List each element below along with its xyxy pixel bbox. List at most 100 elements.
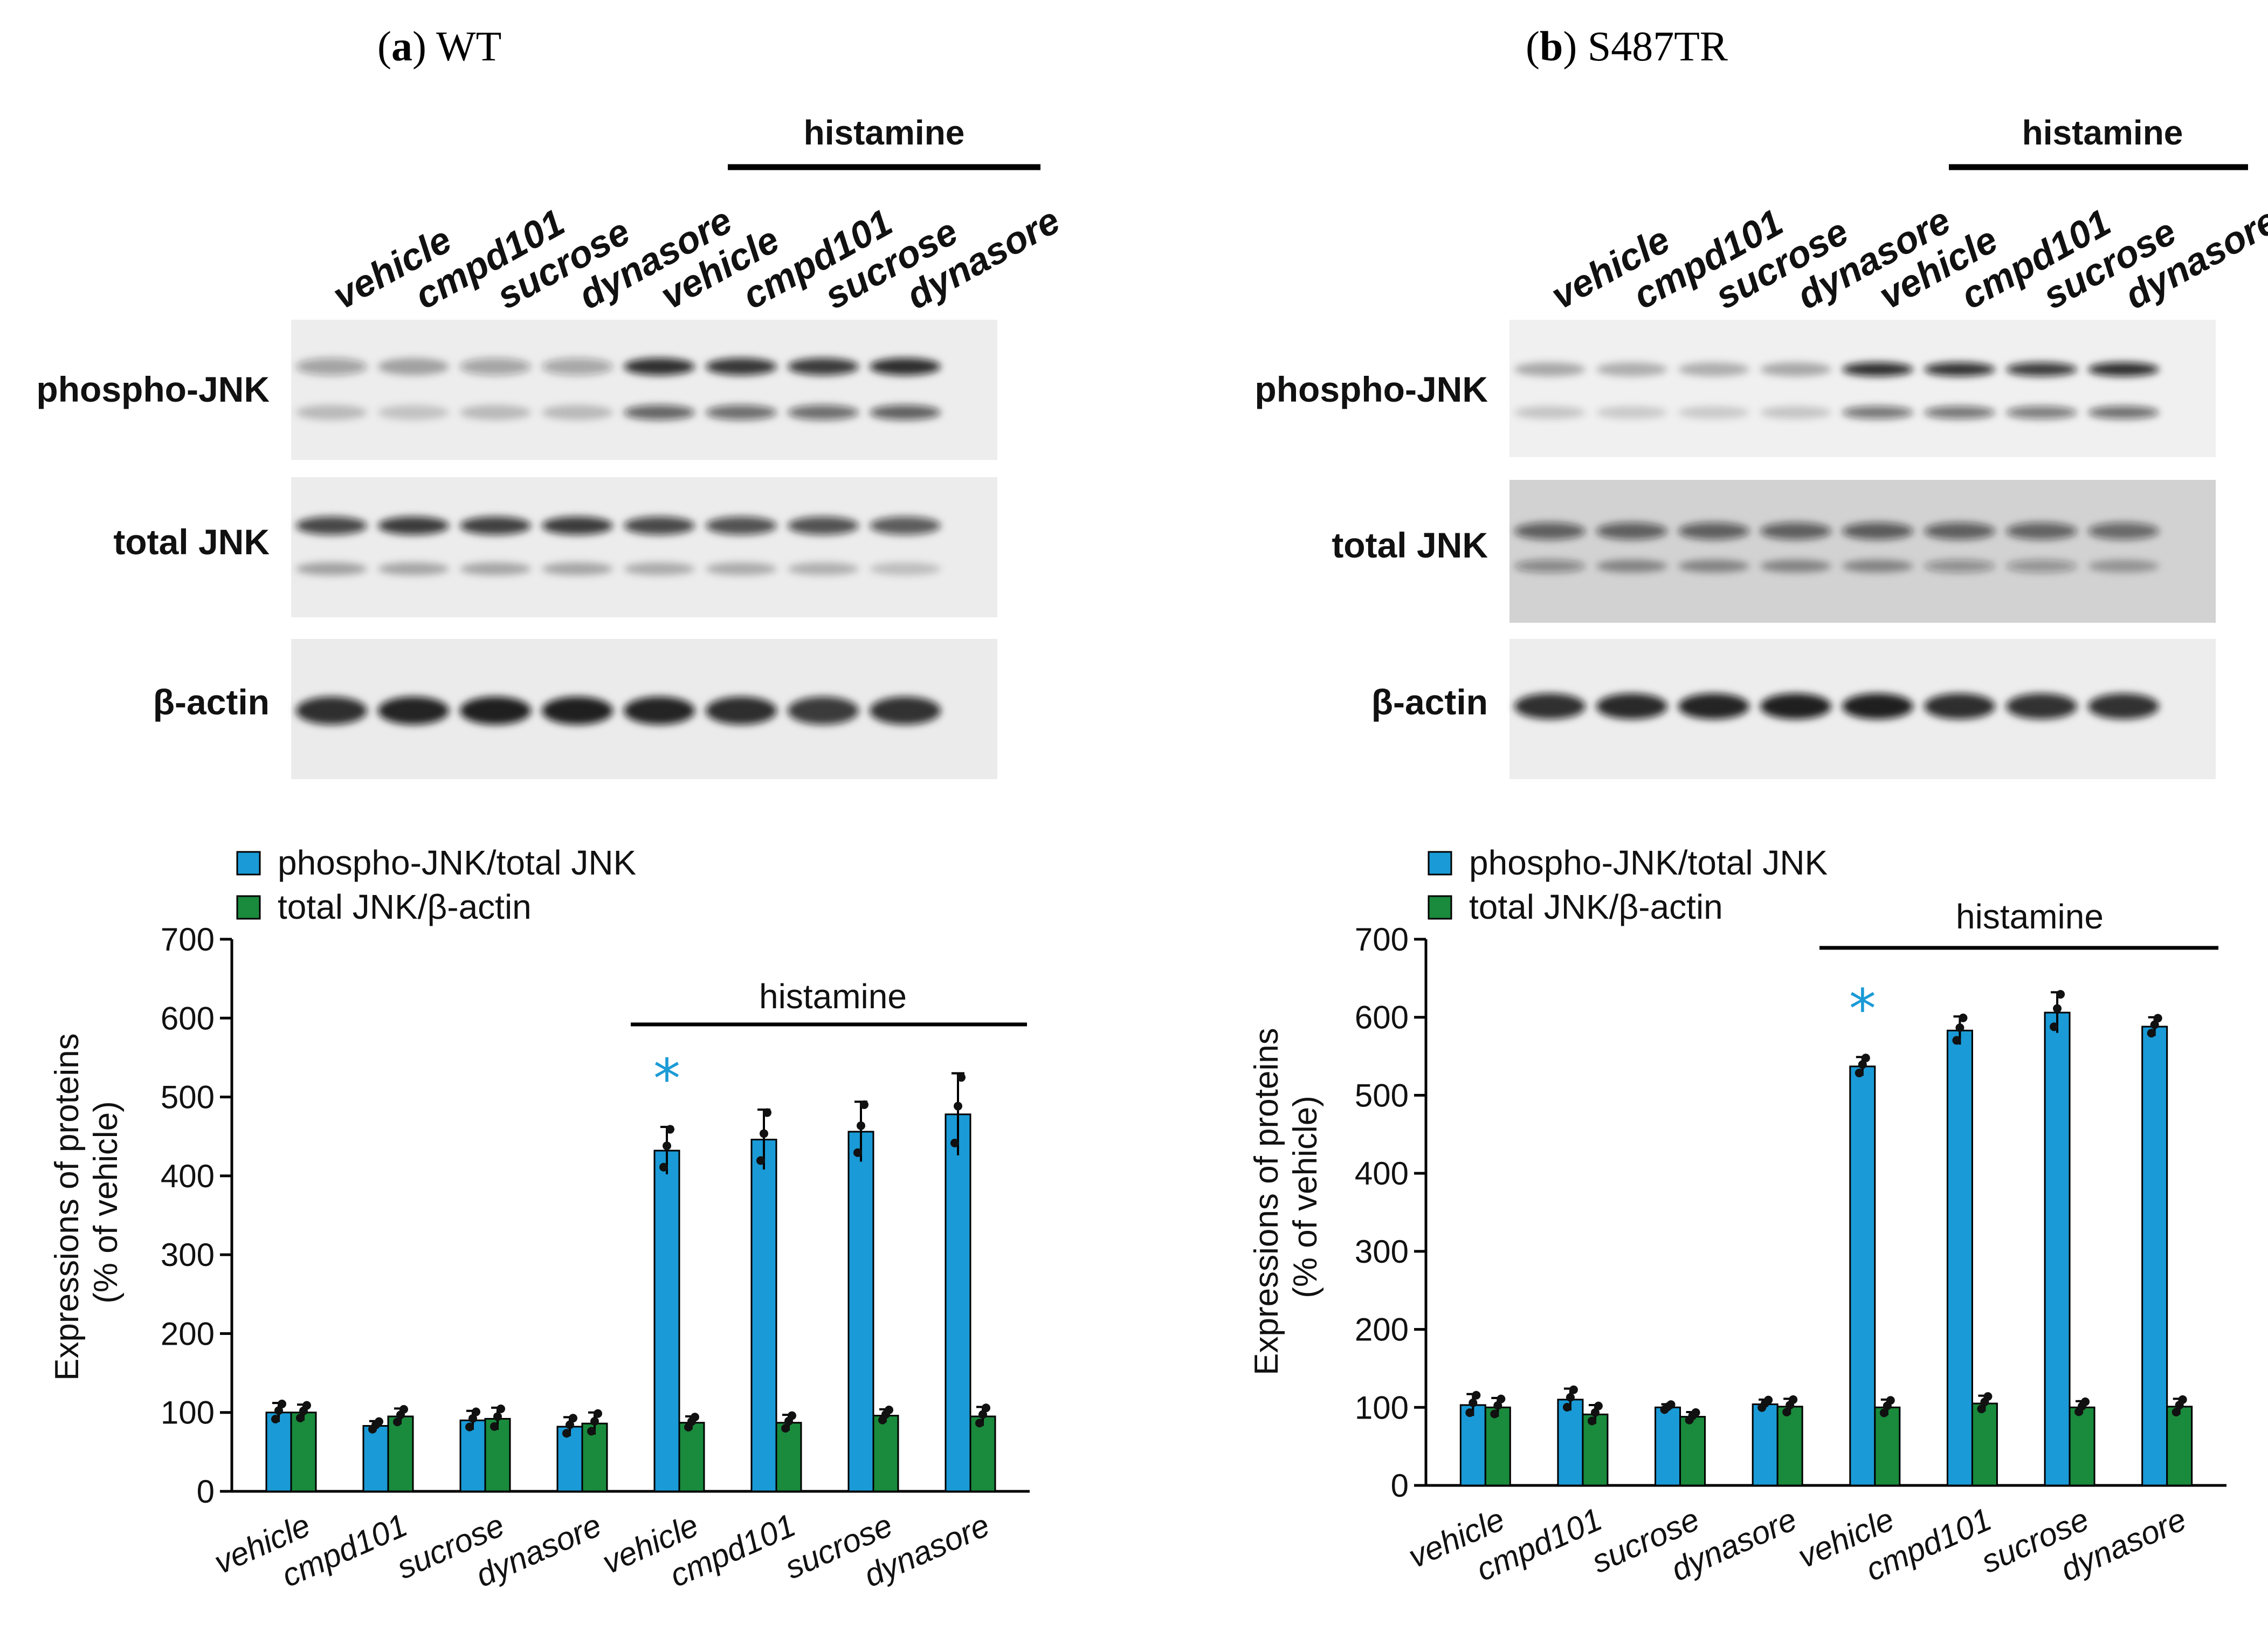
data-point xyxy=(1497,1394,1506,1403)
chart-a-y-title-line2: (% of vehicle) xyxy=(87,1101,125,1304)
blot-band xyxy=(1596,693,1667,719)
blot-band xyxy=(460,562,531,575)
data-point xyxy=(1886,1396,1895,1405)
blot-band xyxy=(378,697,449,725)
blot-band xyxy=(378,405,449,420)
y-tick-label: 200 xyxy=(1355,1312,1409,1348)
data-point xyxy=(1782,1407,1791,1416)
blot-band xyxy=(870,697,941,725)
y-tick-label: 300 xyxy=(1355,1234,1409,1270)
bar-chart-b: phospho-JNK/total JNK total JNK/β-actin … xyxy=(1248,843,2226,1588)
significance-asterisk: * xyxy=(653,1047,680,1110)
bar-total-jnk xyxy=(1679,1416,1706,1486)
data-point xyxy=(1469,1398,1478,1407)
panel-b-letter: b xyxy=(1540,23,1563,70)
bar-phospho-jnk xyxy=(653,1150,680,1492)
data-point xyxy=(569,1414,577,1423)
blot-band xyxy=(1924,560,1995,573)
significance-asterisk: * xyxy=(1849,978,1876,1041)
data-point xyxy=(1879,1408,1888,1417)
data-point xyxy=(393,1417,402,1427)
bar-total-jnk xyxy=(581,1422,608,1492)
data-point xyxy=(1594,1401,1603,1410)
data-point xyxy=(982,1403,990,1413)
blot-band xyxy=(378,562,449,575)
blot-band xyxy=(624,697,695,725)
panel-a-title-rest: ) WT xyxy=(412,23,501,70)
blot-band xyxy=(1678,362,1749,376)
blot-band xyxy=(1596,522,1667,540)
y-tick-label: 400 xyxy=(1355,1155,1409,1192)
bar-total-jnk xyxy=(387,1415,414,1492)
blot-b-histamine-label: histamine xyxy=(2022,113,2183,152)
data-point xyxy=(1955,1023,1964,1033)
data-point xyxy=(2056,990,2065,999)
blot-band xyxy=(870,562,941,575)
data-point xyxy=(663,1141,671,1151)
blot-band xyxy=(542,562,613,575)
data-point xyxy=(666,1125,674,1134)
data-point xyxy=(566,1420,574,1429)
blot-band xyxy=(2006,693,2077,719)
blot-band xyxy=(788,562,859,575)
legend-b-label-phospho: phospho-JNK/total JNK xyxy=(1469,843,1828,882)
bar-total-jnk xyxy=(678,1422,705,1492)
y-tick-label: 300 xyxy=(161,1237,215,1273)
data-point xyxy=(781,1423,790,1433)
data-point xyxy=(760,1129,768,1138)
blot-band xyxy=(542,358,613,375)
data-point xyxy=(1566,1393,1575,1402)
data-point xyxy=(857,1121,865,1130)
blot-band xyxy=(2006,362,2077,376)
blot-band xyxy=(1842,362,1913,376)
blot-band xyxy=(1842,693,1913,719)
data-point xyxy=(468,1414,477,1423)
blot-a-histamine-label: histamine xyxy=(804,113,965,152)
blot-band xyxy=(1678,522,1749,540)
y-tick-label: 700 xyxy=(1355,921,1409,958)
chart-a-y-title: Expressions of proteins (% of vehicle) xyxy=(49,1024,125,1381)
data-point xyxy=(562,1429,571,1438)
blot-band xyxy=(1842,522,1913,540)
blot-band xyxy=(624,405,695,420)
data-point xyxy=(296,1413,305,1422)
blot-b-row-total-jnk: total JNK xyxy=(1332,525,1488,565)
bar-phospho-jnk xyxy=(265,1412,292,1492)
blot-band xyxy=(2006,406,2077,419)
data-point xyxy=(472,1407,480,1416)
blot-band xyxy=(1514,693,1585,719)
legend-a-label-phospho: phospho-JNK/total JNK xyxy=(278,843,636,882)
blot-band xyxy=(706,562,777,575)
data-point xyxy=(1858,1060,1867,1069)
data-point xyxy=(1472,1391,1481,1400)
blot-band xyxy=(2088,362,2159,376)
data-point xyxy=(691,1413,699,1422)
blot-band xyxy=(378,517,449,535)
blot-a-row-beta-actin: β-actin xyxy=(153,682,270,722)
blot-band xyxy=(788,517,859,535)
legend-b-swatch-phospho xyxy=(1428,851,1452,876)
blot-band xyxy=(788,358,859,375)
data-point xyxy=(1590,1408,1600,1417)
data-point xyxy=(590,1417,599,1426)
y-tick-label: 200 xyxy=(161,1316,215,1352)
data-point xyxy=(1562,1402,1571,1412)
blot-band xyxy=(1842,406,1913,419)
bar-total-jnk xyxy=(1484,1406,1511,1486)
bar-phospho-jnk xyxy=(1849,1065,1876,1486)
y-tick-label: 600 xyxy=(1355,1000,1409,1036)
bar-total-jnk xyxy=(484,1417,511,1492)
data-point xyxy=(788,1411,796,1420)
blot-band xyxy=(624,517,695,535)
blot-band xyxy=(1760,522,1831,540)
legend-a-swatch-total xyxy=(236,895,261,920)
blot-band xyxy=(870,358,941,375)
blot-band xyxy=(1924,693,1995,719)
legend-b-label-total: total JNK/β-actin xyxy=(1469,887,1723,926)
blot-band xyxy=(542,517,613,535)
data-point xyxy=(587,1427,596,1436)
data-point xyxy=(302,1401,311,1410)
bar-phospho-jnk xyxy=(847,1131,874,1492)
data-point xyxy=(950,1139,959,1148)
